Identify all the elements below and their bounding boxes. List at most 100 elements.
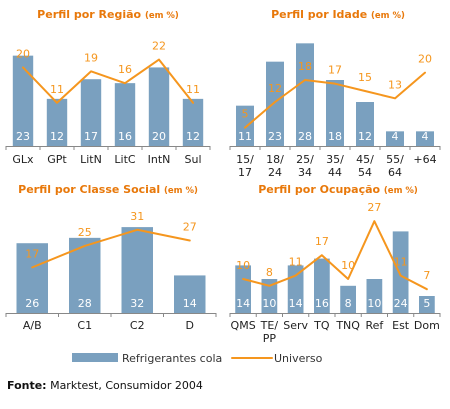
x-tick-label-line: Est [392, 319, 410, 332]
x-tick-label: 15/17 [236, 153, 254, 179]
source-label: Fonte: [7, 379, 47, 392]
bar [296, 43, 314, 147]
bar-value-label: 14 [236, 297, 250, 310]
chart-title-unit: (em %) [384, 186, 418, 196]
x-tick-label-line: QMS [231, 319, 256, 332]
x-tick-label-line: 54 [358, 166, 372, 179]
line-value-label: 17 [328, 64, 342, 77]
bar [419, 296, 435, 313]
x-tick-label-line: TQ [313, 319, 330, 332]
x-tick-label-line: Ref [365, 319, 384, 332]
x-tick-label-line: +64 [413, 153, 436, 166]
bar [366, 279, 383, 313]
line-value-label: 20 [418, 53, 432, 66]
chart-title: Perfil por Região (em %) [37, 8, 179, 21]
bar [174, 275, 206, 313]
x-tick-label: QMS [231, 319, 256, 332]
bar-value-label: 28 [298, 130, 312, 143]
bar-value-label: 10 [262, 297, 276, 310]
bar [16, 243, 48, 313]
x-tick-label-line: Sul [184, 153, 201, 166]
x-tick-label: 25/34 [296, 153, 314, 179]
bar-value-label: 18 [328, 130, 342, 143]
bar-value-label: 12 [50, 130, 64, 143]
chart-title-text: Perfil por Região [37, 8, 145, 21]
line-value-label: 22 [152, 40, 166, 53]
x-tick-label: GPt [47, 153, 67, 166]
x-tick-label-line: TE/ [260, 319, 279, 332]
source-note: Fonte: Marktest, Consumidor 2004 [7, 379, 203, 392]
line-value-label: 18 [298, 60, 312, 73]
bar-value-label: 11 [238, 130, 252, 143]
x-tick-label-line: D [186, 319, 194, 332]
bar-value-label: 12 [358, 130, 372, 143]
chart-panel-ocupacao: Perfil por Ocupação (em %) 14 10 14 16 8 10 24 5… [229, 183, 441, 345]
chart-title-text: Perfil por Idade [271, 8, 371, 21]
chart-title: Perfil por Classe Social (em %) [18, 183, 198, 196]
x-tick-label-line: C1 [77, 319, 92, 332]
x-tick-label-line: 24 [268, 166, 282, 179]
x-tick-label: A/B [23, 319, 42, 332]
x-tick-label-line: 34 [298, 166, 312, 179]
x-tick-label: D [186, 319, 194, 332]
bar-value-label: 32 [130, 297, 144, 310]
line-value-label: 13 [388, 78, 402, 91]
line-value-label: 7 [423, 269, 430, 282]
bar [340, 285, 356, 313]
bar [261, 279, 278, 313]
universo-line [244, 71, 426, 129]
legend: Refrigerantes cola Universo [72, 352, 323, 365]
bar [314, 258, 330, 313]
x-tick-label-line: GPt [47, 153, 67, 166]
x-tick-label-line: PP [263, 332, 277, 345]
line-value-label: 17 [315, 235, 329, 248]
line-value-label: 11 [289, 256, 303, 269]
bar [80, 79, 102, 146]
x-tick-label-line: TNQ [335, 319, 360, 332]
x-tick-label: Serv [283, 319, 308, 332]
universo-line [22, 58, 194, 104]
x-tick-label-line: 17 [238, 166, 252, 179]
x-tick-label-line: LitN [80, 153, 102, 166]
x-tick-label: +64 [413, 153, 436, 166]
bar [266, 61, 284, 146]
bar-value-label: 17 [84, 130, 98, 143]
line-value-label: 16 [118, 63, 132, 76]
legend-bar-swatch [72, 353, 118, 362]
x-tick-label: TE/PP [260, 319, 279, 345]
bar-value-label: 12 [186, 130, 200, 143]
chart-title-text: Perfil por Ocupação [258, 183, 384, 196]
bar-value-label: 14 [289, 297, 303, 310]
line-value-label: 19 [84, 51, 98, 64]
bar [182, 98, 204, 146]
x-tick-label: Dom [414, 319, 440, 332]
x-tick-label: TNQ [335, 319, 360, 332]
bar-value-label: 14 [183, 297, 197, 310]
line-value-label: 5 [242, 108, 249, 121]
bar-value-label: 16 [315, 297, 329, 310]
line-value-label: 10 [236, 259, 250, 272]
line-value-label: 12 [268, 82, 282, 95]
x-tick-label: LitN [80, 153, 102, 166]
line-value-label: 15 [358, 71, 372, 84]
x-tick-label-line: A/B [23, 319, 42, 332]
x-tick-label-line: Dom [414, 319, 440, 332]
chart-panel-regiao: Perfil por Região (em %) 23 12 17 16 20 12 GLx G… [5, 8, 211, 166]
bar-value-label: 20 [152, 130, 166, 143]
bar-value-label: 10 [367, 297, 381, 310]
x-tick-label: TQ [313, 319, 330, 332]
bar [386, 131, 404, 146]
bar [121, 227, 153, 313]
bar [235, 265, 251, 313]
x-tick-label-line: 15/ [236, 153, 254, 166]
bar-value-label: 16 [118, 130, 132, 143]
bar [12, 55, 34, 147]
line-value-label: 27 [367, 201, 381, 214]
bar-value-label: 5 [423, 297, 430, 310]
x-tick-label-line: 25/ [296, 153, 314, 166]
chart-title: Perfil por Ocupação (em %) [258, 183, 418, 196]
line-value-label: 8 [266, 266, 273, 279]
line-value-label: 10 [341, 259, 355, 272]
chart-panel-classe-social: Perfil por Classe Social (em %) 26 28 32 14 A… [5, 183, 217, 332]
